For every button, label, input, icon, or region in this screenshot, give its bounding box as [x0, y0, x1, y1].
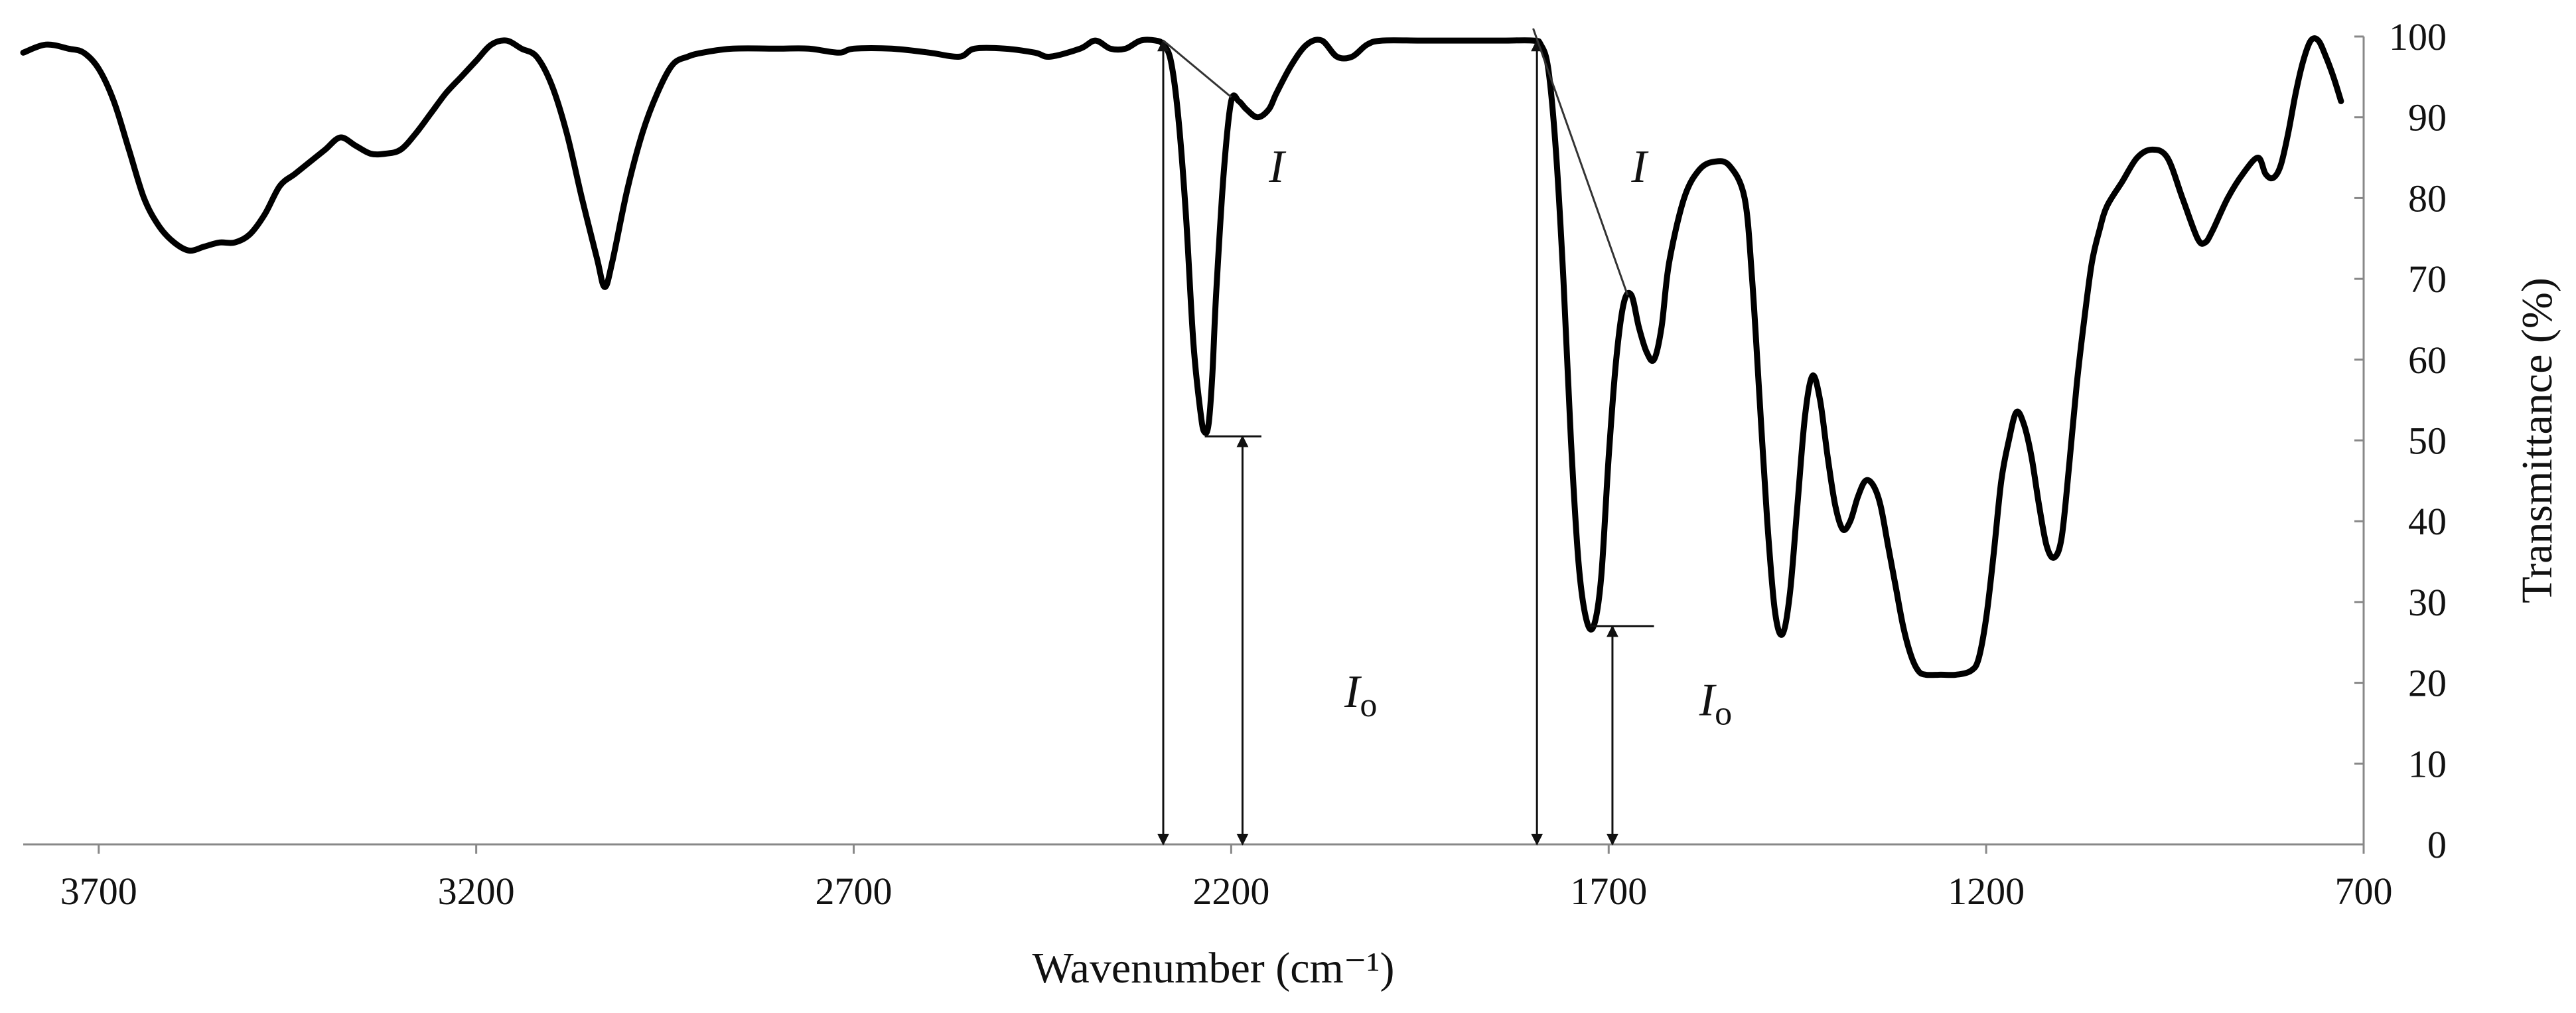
x-tick-label: 1200	[1948, 870, 2025, 913]
x-tick-label: 2700	[816, 870, 893, 913]
annotation-label-3: I	[1630, 141, 1649, 193]
x-tick-label: 2200	[1192, 870, 1269, 913]
annotation-group: I Io I Io	[1157, 28, 1732, 846]
y-tick-label: 80	[2408, 177, 2447, 220]
x-tick-label: 700	[2335, 870, 2393, 913]
annotation-label-1: I	[1268, 141, 1287, 193]
baseline-line-1	[1163, 39, 1232, 98]
y-axis-title: Transmittance (%)	[2513, 277, 2561, 603]
series-group	[20, 35, 2344, 678]
y-tick-label: 30	[2408, 581, 2447, 624]
tick-group: 3700 3200 2700 2200 1700 1200 700 0 10 20 30 40 50 60…	[60, 15, 2447, 913]
annotation-subscript: o	[1715, 694, 1732, 732]
spectrum-line-0	[20, 35, 2344, 678]
y-tick-label: 20	[2408, 662, 2447, 705]
x-axis-title: Wavenumber (cm⁻¹)	[1033, 944, 1395, 992]
annotation-label-4: Io	[1699, 674, 1732, 732]
x-tick-label: 3700	[60, 870, 137, 913]
y-tick-label: 10	[2408, 742, 2447, 785]
annotation-subscript: o	[1360, 686, 1377, 724]
x-tick-label: 1700	[1570, 870, 1647, 913]
y-tick-label: 100	[2389, 15, 2447, 58]
y-tick-label: 70	[2408, 258, 2447, 301]
y-tick-label: 50	[2408, 420, 2447, 463]
y-tick-label: 90	[2408, 96, 2447, 139]
axes-group	[23, 37, 2365, 846]
y-tick-label: 60	[2408, 339, 2447, 382]
y-tick-label: 0	[2427, 823, 2447, 866]
x-tick-label: 3200	[438, 870, 515, 913]
baseline-line-2	[1532, 28, 1629, 295]
annotation-label-2: Io	[1344, 666, 1377, 724]
y-tick-label: 40	[2408, 500, 2447, 543]
